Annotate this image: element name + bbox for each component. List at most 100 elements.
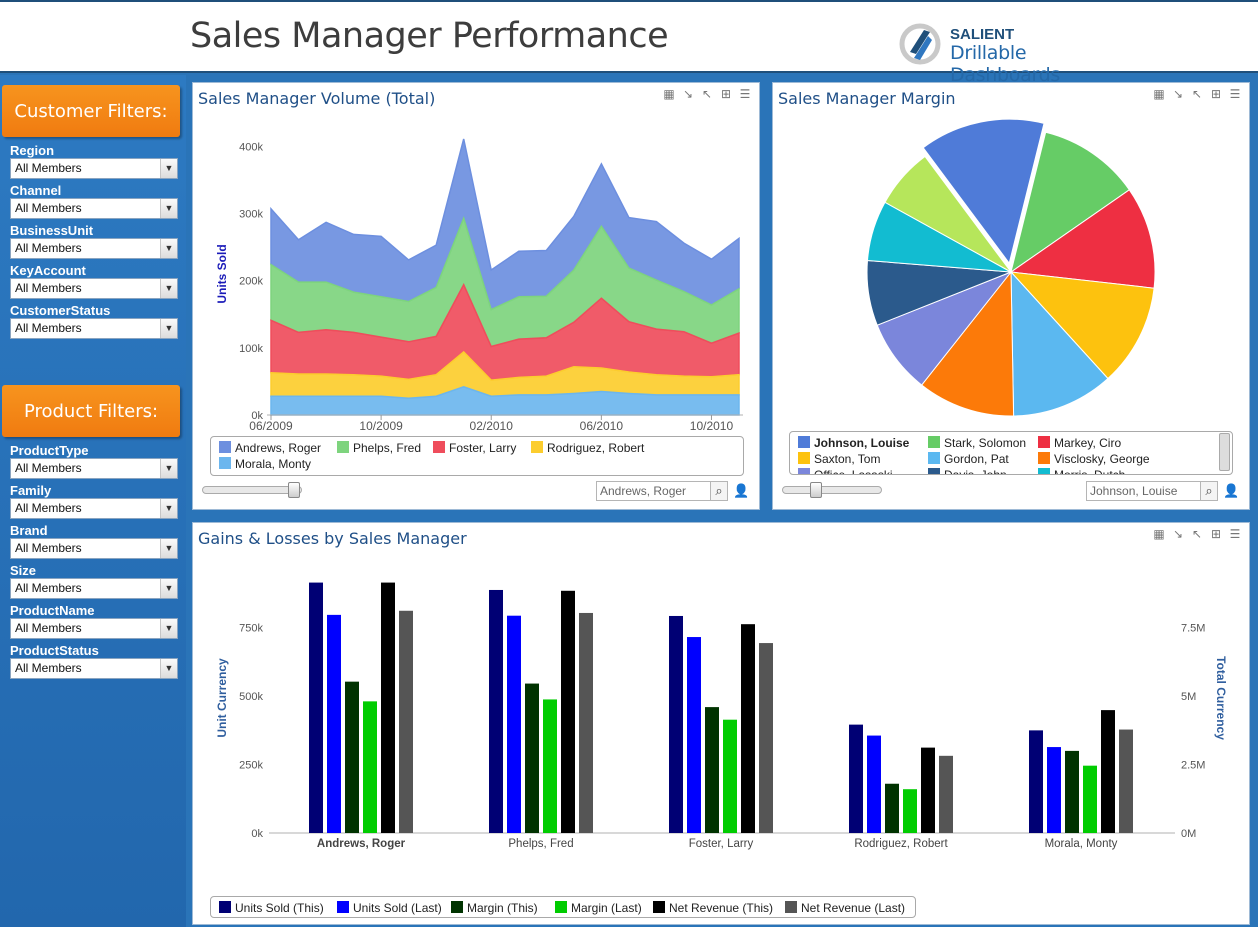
x-tick-label: 06/2009 [249, 419, 293, 433]
volume-legend: Andrews, Roger Phelps, Fred Foster, Larry R… [210, 436, 744, 476]
volume-panel-title: Sales Manager Volume (Total) [198, 89, 436, 108]
chevron-down-icon[interactable]: ▼ [160, 579, 177, 598]
add-person-icon[interactable]: 👤 [733, 483, 750, 498]
producttype-select[interactable]: All Members ▼ [10, 458, 178, 479]
legend-label: Davis, John [944, 468, 1007, 475]
legend-item[interactable]: Davis, John [928, 468, 1007, 475]
drill-down-icon[interactable]: ↘ [1172, 527, 1184, 541]
chevron-down-icon[interactable]: ▼ [160, 659, 177, 678]
legend-item[interactable]: Net Revenue (Last) [785, 901, 905, 915]
menu-icon[interactable]: ☰ [739, 87, 751, 101]
chevron-down-icon[interactable]: ▼ [160, 319, 177, 338]
pie-slice [920, 270, 1015, 417]
legend-item[interactable]: Johnson, Louise [798, 436, 909, 450]
legend-item[interactable]: Morala, Monty [219, 457, 311, 471]
margin-zoom-slider[interactable] [782, 486, 882, 494]
legend-item[interactable]: Stark, Solomon [928, 436, 1026, 450]
grid-icon[interactable]: ⊞ [1210, 87, 1222, 101]
productstatus-select[interactable]: All Members ▼ [10, 658, 178, 679]
legend-swatch [798, 468, 810, 474]
keyaccount-label: KeyAccount [10, 263, 86, 278]
add-person-icon[interactable]: 👤 [1223, 483, 1240, 498]
legend-label: Markey, Ciro [1054, 436, 1122, 450]
bar [399, 610, 413, 833]
region-select[interactable]: All Members ▼ [10, 158, 178, 179]
legend-swatch [531, 441, 543, 453]
margin-pie-chart[interactable] [773, 107, 1249, 427]
legend-item[interactable]: Foster, Larry [433, 441, 516, 455]
chevron-down-icon[interactable]: ▼ [160, 499, 177, 518]
y2-tick-label: 0M [1181, 828, 1196, 840]
legend-item[interactable]: Andrews, Roger [219, 441, 321, 455]
channel-select[interactable]: All Members ▼ [10, 198, 178, 219]
legend-label: Saxton, Tom [814, 452, 881, 466]
legend-label: Foster, Larry [449, 441, 517, 455]
customerstatus-select[interactable]: All Members ▼ [10, 318, 178, 339]
bar [525, 683, 539, 833]
legend-item[interactable]: Saxton, Tom [798, 452, 880, 466]
salient-logo-icon [899, 23, 941, 65]
legend-swatch [219, 457, 231, 469]
legend-item[interactable]: Margin (Last) [555, 901, 642, 915]
grid-icon[interactable]: ⊞ [1210, 527, 1222, 541]
chevron-down-icon[interactable]: ▼ [160, 619, 177, 638]
drill-up-icon[interactable]: ↖ [1191, 527, 1203, 541]
volume-zoom-slider[interactable] [202, 486, 302, 494]
legend-label: Office, Lasaski [814, 468, 893, 475]
calendar-icon[interactable]: ▦ [1153, 87, 1165, 101]
legend-item[interactable]: Phelps, Fred [337, 441, 421, 455]
search-icon[interactable]: ⌕ [1200, 481, 1218, 501]
volume-area-chart[interactable]: Units Sold 0k 100k 200k 300k 400k 06/2009 10/20… [193, 113, 759, 463]
customerstatus-value: All Members [15, 321, 82, 335]
margin-slider-thumb[interactable] [810, 482, 822, 498]
legend-item[interactable]: Markey, Ciro [1038, 436, 1121, 450]
calendar-icon[interactable]: ▦ [1153, 527, 1165, 541]
gains-bar-chart[interactable]: Unit Currency Total Currency 0k 250k 500k 750… [193, 553, 1249, 893]
legend-label: Johnson, Louise [814, 436, 910, 450]
legend-scrollbar[interactable] [1219, 433, 1230, 471]
productname-select[interactable]: All Members ▼ [10, 618, 178, 639]
legend-swatch [337, 901, 349, 913]
legend-swatch [1038, 452, 1050, 464]
size-select[interactable]: All Members ▼ [10, 578, 178, 599]
chevron-down-icon[interactable]: ▼ [160, 199, 177, 218]
y-tick-label: 300k [239, 209, 263, 221]
bar [543, 699, 557, 833]
menu-icon[interactable]: ☰ [1229, 527, 1241, 541]
drill-down-icon[interactable]: ↘ [682, 87, 694, 101]
legend-item[interactable]: Net Revenue (This) [653, 901, 773, 915]
brand-select[interactable]: All Members ▼ [10, 538, 178, 559]
chevron-down-icon[interactable]: ▼ [160, 279, 177, 298]
volume-search-input[interactable]: Andrews, Roger [596, 481, 712, 501]
legend-item[interactable]: Units Sold (Last) [337, 901, 442, 915]
drill-down-icon[interactable]: ↘ [1172, 87, 1184, 101]
legend-swatch [433, 441, 445, 453]
chevron-down-icon[interactable]: ▼ [160, 539, 177, 558]
region-label: Region [10, 143, 55, 158]
family-select[interactable]: All Members ▼ [10, 498, 178, 519]
filter-sidebar: Customer Filters: Region All Members ▼ Ch… [0, 75, 186, 927]
legend-item[interactable]: Rodriguez, Robert [531, 441, 644, 455]
keyaccount-select[interactable]: All Members ▼ [10, 278, 178, 299]
legend-item[interactable]: Office, Lasaski [798, 468, 893, 475]
legend-item[interactable]: Gordon, Pat [928, 452, 1009, 466]
pie-slice [1010, 270, 1109, 417]
margin-search-input[interactable]: Johnson, Louise [1086, 481, 1202, 501]
businessunit-select[interactable]: All Members ▼ [10, 238, 178, 259]
drill-up-icon[interactable]: ↖ [1191, 87, 1203, 101]
category-label: Andrews, Roger [317, 838, 406, 850]
menu-icon[interactable]: ☰ [1229, 87, 1241, 101]
legend-item[interactable]: Units Sold (This) [219, 901, 324, 915]
volume-slider-thumb[interactable] [288, 482, 300, 498]
grid-icon[interactable]: ⊞ [720, 87, 732, 101]
legend-item[interactable]: Margin (This) [451, 901, 538, 915]
legend-item[interactable]: Visclosky, George [1038, 452, 1150, 466]
drill-up-icon[interactable]: ↖ [701, 87, 713, 101]
legend-swatch [1038, 436, 1050, 448]
chevron-down-icon[interactable]: ▼ [160, 239, 177, 258]
search-icon[interactable]: ⌕ [710, 481, 728, 501]
calendar-icon[interactable]: ▦ [663, 87, 675, 101]
legend-item[interactable]: Morris, Dutch [1038, 468, 1125, 474]
chevron-down-icon[interactable]: ▼ [160, 459, 177, 478]
chevron-down-icon[interactable]: ▼ [160, 159, 177, 178]
